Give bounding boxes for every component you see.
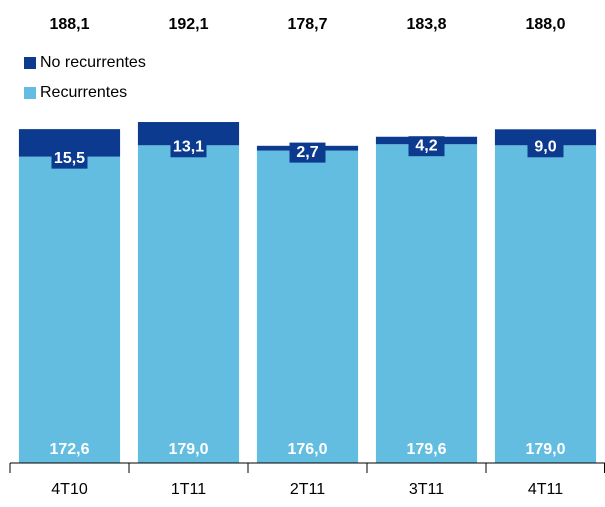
bar-segment [18,156,121,463]
total-label: 192,1 [168,16,208,33]
x-tick-label: 2T11 [290,481,325,498]
value-label: 176,0 [287,441,327,458]
x-tick-label: 4T10 [51,481,88,498]
value-label: 4,2 [415,137,437,154]
total-label: 183,8 [406,16,446,33]
value-label-box [289,142,326,163]
total-label: 188,0 [525,16,565,33]
legend-swatch [24,87,36,99]
value-label-box [527,137,564,158]
value-label: 172,6 [49,441,89,458]
value-label: 13,1 [173,138,204,155]
legend-swatch [24,57,36,69]
bar-segment [256,150,359,463]
x-tick-label: 3T11 [409,481,444,498]
bar-segment [137,145,240,463]
value-label: 15,5 [54,150,85,167]
value-label-box [408,136,445,157]
x-tick-label: 4T11 [528,481,563,498]
bar-segment [494,145,597,463]
x-tick-label: 1T11 [171,481,206,498]
value-label: 179,0 [525,441,565,458]
value-label-box [51,148,88,169]
bar-segment [137,122,240,146]
value-label: 2,7 [296,144,318,161]
legend-label: No recurrentes [40,54,146,71]
total-label: 178,7 [287,16,327,33]
value-label: 179,0 [168,441,208,458]
value-label-box [170,137,207,158]
legend-label: Recurrentes [40,84,127,101]
total-label: 188,1 [49,16,89,33]
value-label: 179,6 [406,441,446,458]
value-label: 9,0 [534,138,556,155]
bar-segment [375,144,478,463]
